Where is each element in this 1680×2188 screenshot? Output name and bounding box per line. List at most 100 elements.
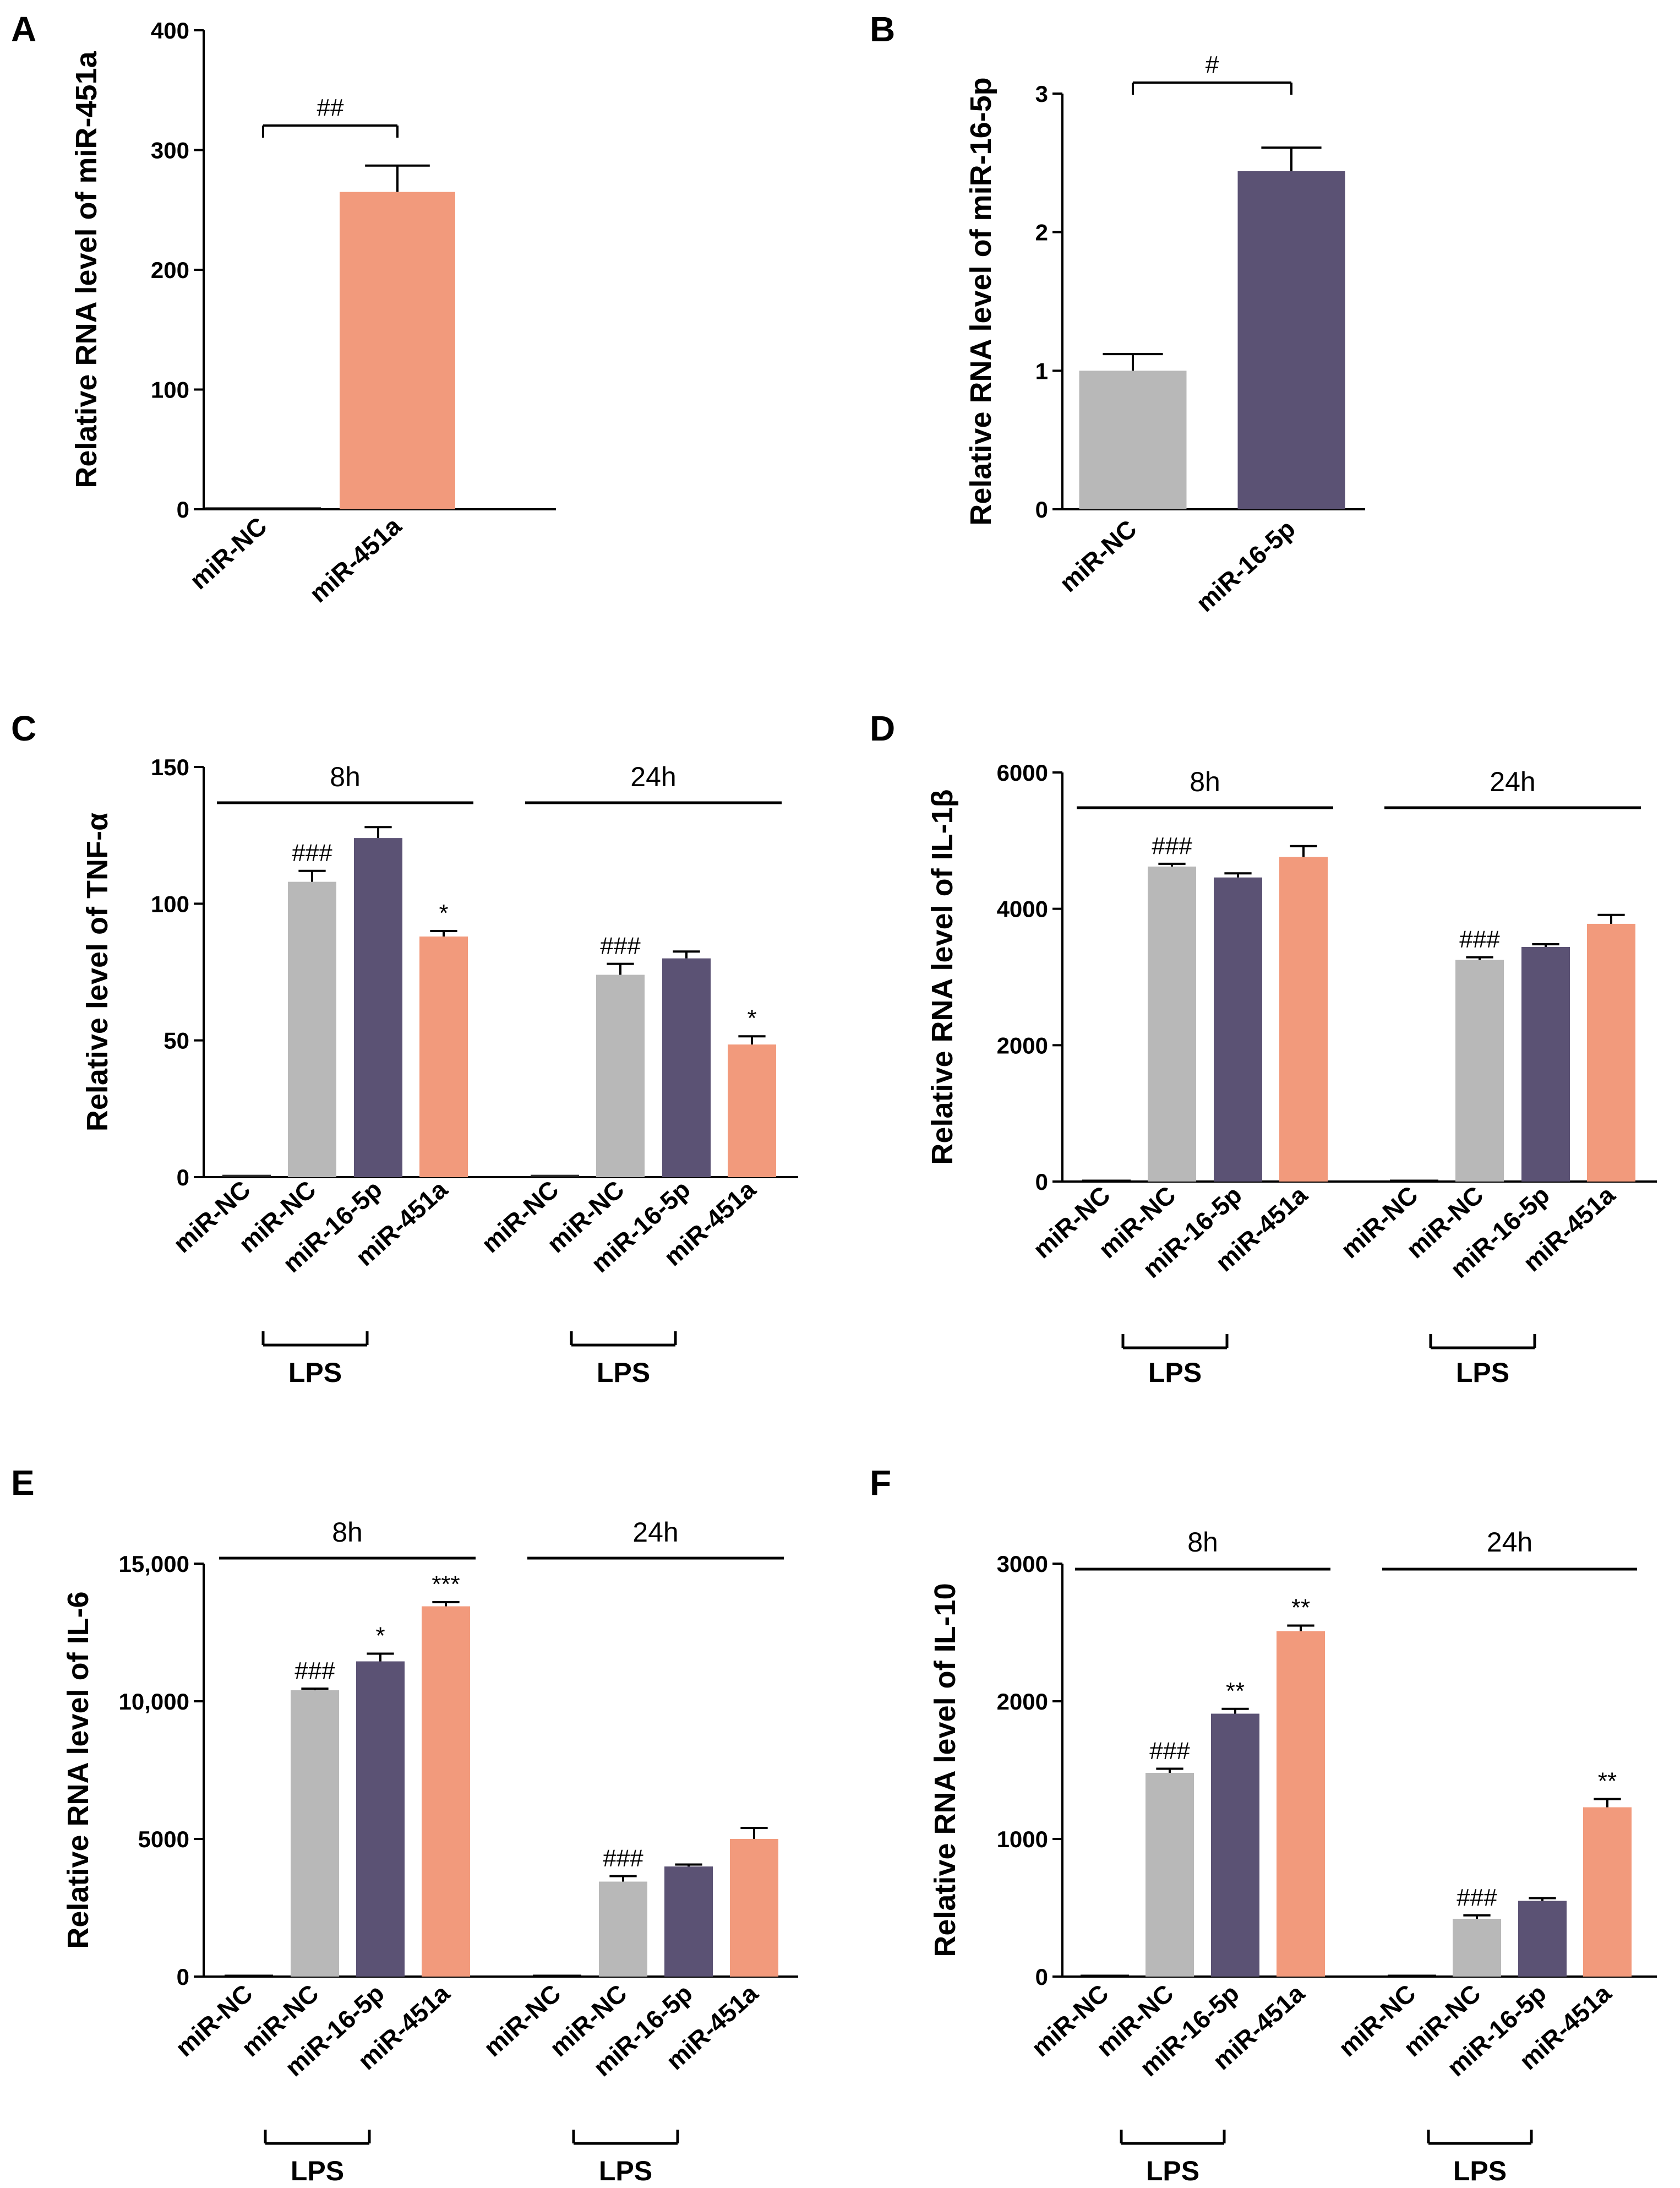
bar xyxy=(422,1606,470,1977)
significance-label: ### xyxy=(1149,1738,1190,1765)
y-tick-label: 4000 xyxy=(997,896,1048,922)
panel-f: F Relative RNA level of IL-10 0 1000 2000 300… xyxy=(870,1463,1657,2186)
panel-b: B Relative RNA level of miR-16-5p 0 1 2 3 miR-… xyxy=(870,9,1365,617)
bar xyxy=(1146,1773,1194,1977)
bar xyxy=(1518,1901,1567,1977)
significance-label: * xyxy=(375,1623,385,1650)
y-tick-label: 300 xyxy=(151,138,189,164)
significance-label: ### xyxy=(603,1845,643,1872)
bar xyxy=(730,1839,778,1977)
y-tick-label: 2000 xyxy=(997,1689,1048,1715)
panel-e: E Relative RNA level of IL-6 0 5000 10,000 15… xyxy=(11,1463,798,2186)
panel-letter: E xyxy=(11,1463,35,1503)
lps-label: LPS xyxy=(1453,2156,1507,2186)
y-tick-label: 2000 xyxy=(997,1032,1048,1058)
y-tick-label: 3 xyxy=(1035,81,1048,107)
comparison-label: # xyxy=(1206,51,1219,78)
y-tick-label: 50 xyxy=(163,1028,189,1054)
y-tick-label: 6000 xyxy=(997,760,1048,786)
significance-label: * xyxy=(747,1005,756,1032)
x-category-label: miR-NC xyxy=(184,511,272,595)
x-category-label: miR-16-5p xyxy=(1191,514,1301,617)
panel-letter: C xyxy=(11,709,36,748)
time-group-label: 24h xyxy=(1490,766,1535,797)
y-tick-label: 1000 xyxy=(997,1826,1048,1852)
panel-letter: F xyxy=(870,1463,891,1503)
time-group-label: 8h xyxy=(332,1517,363,1548)
bar xyxy=(1079,371,1187,509)
panel-letter: B xyxy=(870,9,895,49)
y-tick-label: 5000 xyxy=(138,1826,189,1852)
bar xyxy=(288,881,336,1177)
y-tick-label: 200 xyxy=(151,257,189,283)
lps-label: LPS xyxy=(597,1357,650,1388)
y-tick-label: 1 xyxy=(1035,358,1048,384)
y-axis-title: Relative level of TNF-α xyxy=(81,813,114,1131)
y-axis-title: Relative RNA level of IL-1β xyxy=(926,789,959,1164)
significance-label: ### xyxy=(1457,1884,1497,1911)
bar xyxy=(291,1690,339,1977)
bar xyxy=(728,1044,776,1177)
time-group-label: 8h xyxy=(1187,1527,1218,1558)
bar xyxy=(419,936,468,1177)
lps-label: LPS xyxy=(1146,2156,1199,2186)
comparison-label: ## xyxy=(317,94,344,121)
significance-label: ** xyxy=(1598,1768,1617,1795)
lps-label: LPS xyxy=(288,1357,342,1388)
lps-label: LPS xyxy=(599,2156,652,2186)
y-tick-label: 3000 xyxy=(997,1551,1048,1577)
bar xyxy=(354,838,402,1177)
lps-label: LPS xyxy=(291,2156,344,2186)
y-tick-label: 0 xyxy=(177,497,189,522)
y-tick-label: 0 xyxy=(177,1164,189,1190)
bar xyxy=(662,958,711,1177)
bar xyxy=(664,1866,713,1977)
bar xyxy=(340,192,455,509)
significance-label: * xyxy=(439,900,448,927)
x-category-label: miR-NC xyxy=(1054,514,1142,598)
y-tick-label: 0 xyxy=(1035,1169,1048,1195)
y-tick-label: 100 xyxy=(151,891,189,917)
bar xyxy=(1583,1807,1632,1977)
bar xyxy=(1211,1713,1259,1977)
y-tick-label: 0 xyxy=(177,1964,189,1990)
bar xyxy=(1214,877,1262,1182)
bar xyxy=(599,1881,647,1977)
significance-label: ### xyxy=(600,933,641,960)
y-axis-title: Relative RNA level of IL-6 xyxy=(62,1591,95,1948)
significance-label: ### xyxy=(1152,832,1192,859)
bar xyxy=(1148,866,1196,1182)
y-tick-label: 15,000 xyxy=(119,1551,189,1577)
time-group-label: 8h xyxy=(1190,766,1220,797)
y-tick-label: 400 xyxy=(151,18,189,43)
significance-label: ### xyxy=(1459,926,1500,953)
y-tick-label: 0 xyxy=(1035,497,1048,522)
panel-letter: A xyxy=(11,9,36,49)
bar xyxy=(1453,1919,1501,1977)
bar xyxy=(356,1661,405,1977)
y-axis-title: Relative RNA level of miR-451a xyxy=(70,51,103,488)
time-group-label: 24h xyxy=(632,1517,678,1548)
significance-label: ### xyxy=(294,1657,335,1684)
panel-a: A Relative RNA level of miR-451a 0 100 200 30… xyxy=(11,9,556,608)
time-group-label: 8h xyxy=(330,761,361,792)
bar xyxy=(1279,857,1328,1182)
significance-label: ** xyxy=(1291,1594,1310,1621)
lps-label: LPS xyxy=(1148,1357,1202,1388)
bar xyxy=(1277,1631,1325,1977)
bar xyxy=(596,975,645,1177)
y-tick-label: 10,000 xyxy=(119,1689,189,1715)
bar xyxy=(1237,171,1345,509)
y-axis-title: Relative RNA level of miR-16-5p xyxy=(964,77,997,525)
significance-label: ** xyxy=(1226,1678,1245,1705)
x-category-label: miR-451a xyxy=(304,511,407,608)
panel-d: D Relative RNA level of IL-1β 0 2000 4000 600… xyxy=(870,709,1657,1388)
time-group-label: 24h xyxy=(630,761,676,792)
y-tick-label: 0 xyxy=(1035,1964,1048,1990)
y-axis-title: Relative RNA level of IL-10 xyxy=(929,1583,962,1957)
panel-letter: D xyxy=(870,709,895,748)
time-group-label: 24h xyxy=(1487,1527,1532,1558)
bar xyxy=(1455,960,1504,1182)
